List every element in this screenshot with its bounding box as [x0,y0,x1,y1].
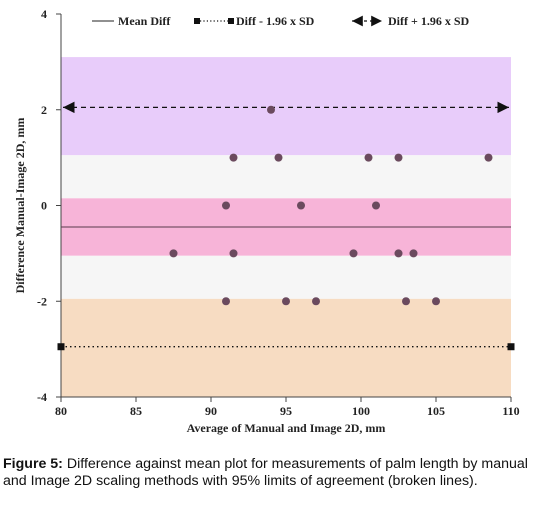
data-point [409,249,418,258]
data-point [169,249,178,258]
bland-altman-chart: Mean Diff Diff - 1.96 x SD Diff + 1.96 x S… [13,7,520,435]
legend-swatch-lower-square-left [194,18,200,24]
data-point [402,297,410,306]
data-point [282,297,290,306]
data-point [267,105,275,114]
agreement-bands [61,57,511,397]
caption-text: Difference against mean plot for measure… [3,456,528,489]
data-point [394,153,403,162]
data-point [229,153,238,162]
data-point [222,297,230,306]
x-tick-label: 85 [130,404,142,418]
data-points [169,105,493,306]
data-point [364,153,373,162]
x-tick-label: 100 [352,404,370,418]
y-tick-label: 2 [41,103,47,117]
legend-swatch-lower-square-right [228,18,234,24]
data-point [274,153,283,162]
axes [56,13,512,402]
data-point [432,297,440,306]
y-tick-label: -4 [37,390,47,404]
x-axis-title: Average of Manual and Image 2D, mm [187,421,386,435]
data-point [372,201,380,210]
legend: Mean Diff Diff - 1.96 x SD Diff + 1.96 x S… [92,14,470,28]
lower-limit-marker-left [57,343,65,351]
legend-label-mean: Mean Diff [118,14,171,28]
data-point [222,201,230,210]
caption-label: Figure 5: [3,456,63,472]
y-tick-label: 4 [41,7,47,21]
band-3 [61,255,511,299]
y-axis-title: Difference Manual-Image 2D, mm [13,118,27,294]
x-tick-label: 110 [502,404,519,418]
band-0 [61,57,511,156]
data-point [349,249,358,258]
data-point [297,201,305,210]
x-tick-label: 80 [55,404,67,418]
data-point [312,297,320,306]
x-tick-label: 95 [280,404,292,418]
legend-label-upper: Diff + 1.96 x SD [388,14,470,28]
figure-caption: Figure 5: Difference against mean plot f… [3,456,538,490]
tick-labels: 80 85 90 95 100 105 110 -4 -2 0 2 4 [37,7,520,418]
y-tick-label: -2 [37,294,47,308]
x-tick-label: 90 [205,404,217,418]
data-point [484,153,493,162]
lower-limit-marker-right [507,343,515,351]
y-tick-label: 0 [41,199,47,213]
band-4 [61,298,511,397]
data-point [229,249,238,258]
x-tick-label: 105 [427,404,445,418]
band-1 [61,155,511,199]
reference-lines [57,101,515,351]
data-point [394,249,403,258]
legend-label-lower: Diff - 1.96 x SD [236,14,315,28]
